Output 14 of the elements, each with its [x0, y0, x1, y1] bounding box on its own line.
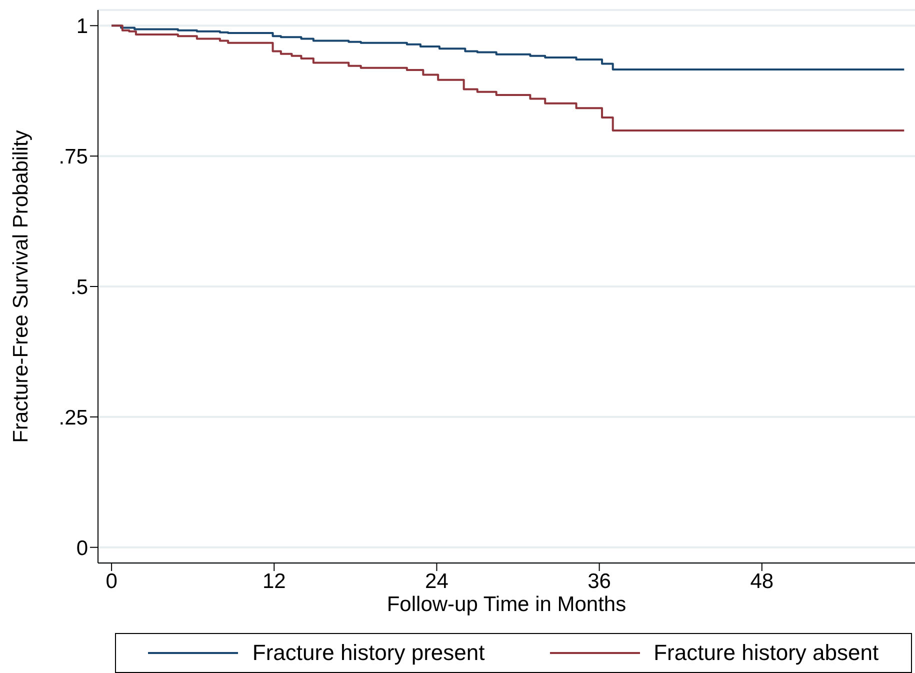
y-axis-title: Fracture-Free Survival Probability	[9, 130, 32, 443]
x-axis-title: Follow-up Time in Months	[386, 593, 626, 616]
y-tick-label: .5	[70, 276, 88, 299]
x-tick-label: 24	[425, 570, 449, 593]
x-tick-label: 36	[588, 570, 611, 593]
legend-label: Fracture history absent	[654, 640, 879, 666]
y-tick-label: .25	[58, 406, 88, 430]
y-tick-label: 1	[76, 15, 88, 38]
x-tick-label: 48	[750, 570, 774, 593]
y-tick-label: 0	[76, 536, 88, 560]
x-tick-label: 0	[106, 570, 118, 593]
legend-label: Fracture history present	[252, 640, 485, 666]
x-tick-label: 12	[262, 570, 286, 593]
y-tick-label: .75	[58, 146, 88, 169]
